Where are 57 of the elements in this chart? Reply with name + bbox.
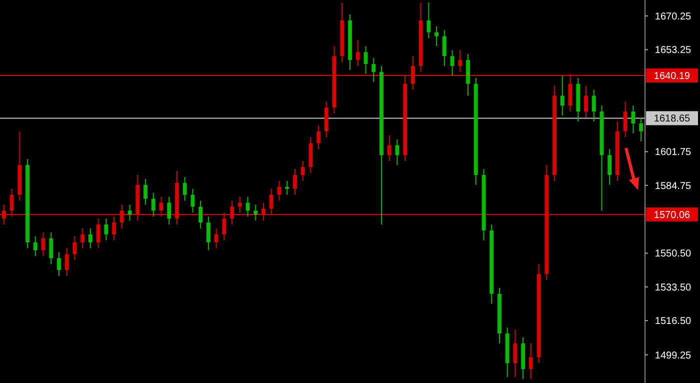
candlestick bbox=[214, 228, 218, 249]
candlestick bbox=[466, 54, 470, 96]
candlestick bbox=[608, 148, 612, 186]
candlestick bbox=[182, 176, 187, 202]
candlestick bbox=[528, 342, 533, 380]
candlestick bbox=[80, 228, 85, 249]
candlestick bbox=[88, 228, 92, 249]
candlestick bbox=[190, 188, 195, 214]
candlestick bbox=[198, 200, 203, 229]
y-tick-label: 1533.50 bbox=[654, 282, 692, 294]
candlestick bbox=[442, 30, 446, 66]
candlestick bbox=[128, 204, 132, 222]
y-tick-label: 1516.50 bbox=[654, 316, 692, 328]
candlestick bbox=[513, 329, 518, 378]
y-tick-label: 1601.75 bbox=[654, 147, 692, 158]
ref-line-label: 1640.19 bbox=[654, 71, 691, 82]
candlestick bbox=[246, 196, 250, 218]
candlestick bbox=[356, 40, 360, 66]
candlestick bbox=[308, 136, 313, 174]
candlestick bbox=[144, 178, 148, 206]
candlestick bbox=[151, 192, 156, 218]
y-tick-label: 1550.50 bbox=[654, 248, 692, 260]
candlestick bbox=[639, 116, 644, 142]
candlestick bbox=[387, 134, 392, 162]
candlestick bbox=[57, 252, 61, 277]
candlestick bbox=[316, 124, 321, 150]
candlestick bbox=[560, 75, 564, 116]
candlestick bbox=[584, 85, 588, 118]
candlestick bbox=[324, 101, 328, 138]
candlestick bbox=[631, 105, 636, 134]
candlestick bbox=[372, 58, 376, 82]
candlestick bbox=[300, 160, 305, 182]
candlestick bbox=[592, 89, 596, 122]
y-tick-label: 1499.25 bbox=[654, 350, 692, 362]
candlestick bbox=[96, 218, 100, 249]
candlestick bbox=[254, 204, 258, 222]
candlestick bbox=[64, 248, 69, 277]
candlestick bbox=[167, 196, 172, 225]
y-tick-label: 1670.25 bbox=[654, 11, 692, 22]
y-tick-label: 1584.75 bbox=[654, 180, 692, 192]
candlestick bbox=[458, 50, 462, 72]
candlestick bbox=[104, 218, 108, 241]
candlestick bbox=[206, 216, 210, 251]
candlestick bbox=[426, 2, 431, 39]
candlestick bbox=[49, 232, 54, 265]
candlestick bbox=[434, 26, 439, 47]
ref-line-label: 1570.06 bbox=[654, 210, 691, 221]
candlestick bbox=[623, 101, 628, 138]
candlestick bbox=[277, 180, 282, 202]
ref-line-label: 1618.65 bbox=[654, 114, 691, 125]
candlestick bbox=[285, 180, 290, 196]
candlestick bbox=[395, 138, 400, 166]
candlestick bbox=[364, 46, 368, 74]
candlestick bbox=[450, 50, 454, 76]
candlestick bbox=[33, 236, 38, 257]
candlestick bbox=[293, 168, 297, 196]
y-tick-label: 1653.25 bbox=[654, 45, 692, 56]
